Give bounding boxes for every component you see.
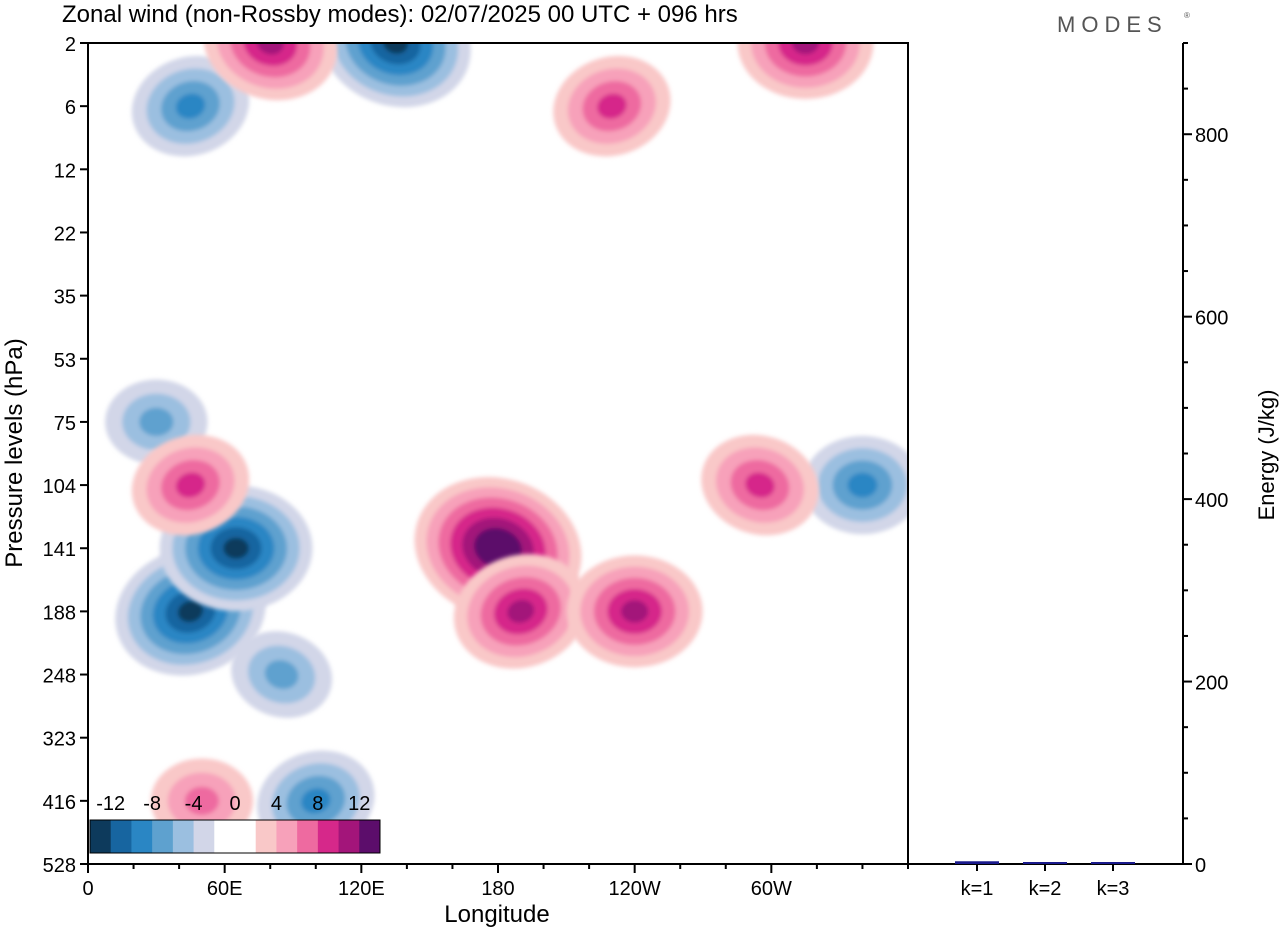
x-tick-label: 180	[481, 878, 514, 900]
colorbar-cell	[131, 820, 153, 853]
contour-band	[357, 43, 434, 76]
positive-wind-core	[566, 555, 703, 668]
energy-tick-label: 400	[1195, 490, 1228, 512]
energy-panel: 0 200 400 600 800 k=1 k=2 k=3 Energy (J/kg)	[908, 42, 1279, 900]
energy-tick-label: 800	[1195, 125, 1228, 147]
colorbar-cell	[152, 820, 174, 853]
positive-wind-core	[453, 554, 588, 669]
y-tick-label: 12	[54, 160, 76, 182]
contour-band	[230, 43, 311, 78]
y-tick-label: 75	[54, 413, 76, 435]
colorbar-cell	[214, 820, 236, 853]
x-axis-label: Longitude	[444, 901, 549, 928]
modes-logo: MODES	[1057, 12, 1168, 37]
colorbar-cell	[110, 820, 132, 853]
x-tick-label: 60E	[207, 878, 243, 900]
energy-bar	[1091, 862, 1135, 864]
contour-band	[301, 788, 331, 814]
contour-band	[382, 43, 409, 54]
colorbar-cell	[338, 820, 360, 853]
y-tick-label: 2	[65, 34, 76, 56]
y-tick-label: 528	[43, 855, 76, 877]
x-tick-label: 60W	[751, 878, 792, 900]
x-tick-label: 120E	[338, 878, 385, 900]
negative-wind-core	[131, 55, 250, 157]
heatmap-y-axis: 2 6 12 22 35 53 75 104 141 188 248 323 416 528	[43, 34, 88, 877]
energy-axis-label: Energy (J/kg)	[1254, 390, 1279, 521]
colorbar-label: 0	[229, 793, 240, 815]
y-tick-label: 22	[54, 223, 76, 245]
contour-band	[175, 93, 206, 119]
contour-band	[597, 93, 627, 119]
energy-x-axis: k=1 k=2 k=3	[961, 864, 1130, 900]
contour-band	[486, 538, 510, 559]
colorbar-cell	[172, 820, 195, 853]
chart-title: Zonal wind (non-Rossby modes): 02/07/202…	[62, 1, 738, 28]
energy-category-label: k=1	[961, 878, 994, 900]
contour-band	[847, 472, 878, 498]
colorbar-label: -8	[143, 793, 161, 815]
contour-band	[791, 43, 820, 55]
colorbar-cell	[90, 820, 112, 853]
positive-wind-core	[131, 434, 250, 536]
colorbar-label: 8	[312, 793, 323, 815]
colorbar-labels: -12 -8 -4 0 4 8 12	[96, 793, 370, 815]
positive-wind-core	[553, 55, 671, 157]
y-tick-label: 416	[43, 792, 76, 814]
y-tick-label: 53	[54, 350, 76, 372]
energy-y-axis: 0 200 400 600 800	[1183, 42, 1228, 877]
x-tick-label: 0	[82, 878, 93, 900]
contour-band	[223, 537, 249, 559]
y-axis-label: Pressure levels (hPa)	[1, 338, 28, 567]
colorbar-cell	[359, 820, 381, 853]
energy-tick-label: 600	[1195, 308, 1228, 330]
heatmap-x-axis: 0 60E 120E 180 120W 60W	[82, 864, 909, 900]
positive-wind-core	[737, 43, 874, 99]
colorbar-cell	[297, 820, 319, 853]
y-tick-label: 248	[43, 666, 76, 688]
energy-category-label: k=3	[1097, 878, 1130, 900]
colorbar-label: -4	[185, 793, 203, 815]
y-tick-label: 6	[65, 97, 76, 119]
contour-band	[507, 599, 535, 623]
colorbar-frame	[89, 819, 381, 854]
colorbar-cell	[193, 820, 215, 853]
energy-bar	[955, 861, 999, 864]
x-tick-label: 120W	[609, 878, 661, 900]
colorbar-cell	[317, 820, 340, 853]
y-tick-label: 323	[43, 729, 76, 751]
colorbar-cell	[235, 820, 257, 853]
contour-band	[256, 43, 284, 55]
energy-category-label: k=2	[1029, 878, 1062, 900]
energy-bar	[1023, 862, 1067, 864]
contour-band	[177, 600, 204, 623]
colorbar: -12 -8 -4 0 4 8 12	[89, 793, 381, 854]
colorbar-label: 12	[348, 793, 370, 815]
heatmap-panel	[87, 42, 909, 865]
contour-band	[370, 43, 421, 65]
positive-wind-core	[701, 434, 819, 536]
colorbar-label: 4	[271, 793, 282, 815]
colorbar-label: -12	[96, 793, 125, 815]
contour-band	[621, 600, 649, 623]
contour-band	[264, 660, 299, 689]
colorbar-cells	[90, 820, 381, 853]
registered-mark: ®	[1184, 11, 1190, 20]
contour-band	[745, 472, 775, 498]
contour-band	[175, 472, 206, 498]
y-tick-label: 35	[54, 287, 76, 309]
energy-tick-label: 0	[1195, 855, 1206, 877]
contour-band	[139, 407, 174, 437]
energy-tick-label: 200	[1195, 673, 1228, 695]
negative-wind-core	[231, 631, 333, 718]
colorbar-cell	[255, 820, 277, 853]
y-tick-label: 104	[43, 476, 76, 498]
energy-bars	[955, 861, 1135, 864]
negative-wind-core	[802, 435, 908, 535]
contour-band	[184, 786, 219, 815]
colorbar-cell	[276, 820, 298, 853]
y-tick-label: 188	[43, 602, 76, 624]
y-tick-label: 141	[43, 539, 76, 561]
